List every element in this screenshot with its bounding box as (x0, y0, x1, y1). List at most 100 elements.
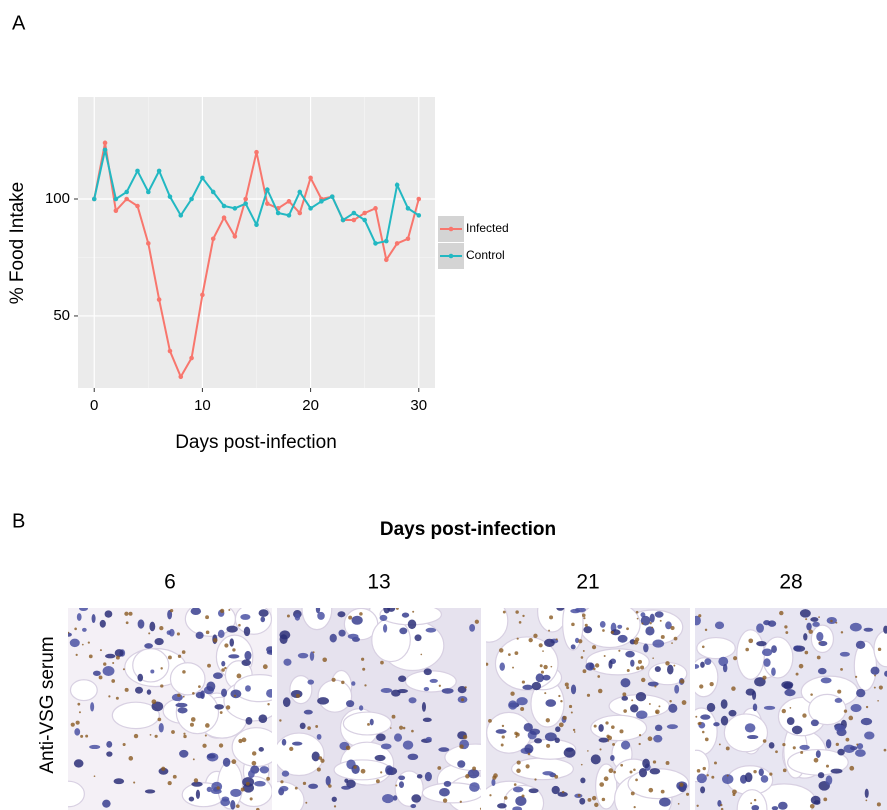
nucleus (810, 719, 819, 727)
stain (873, 686, 876, 689)
nucleus (438, 788, 450, 797)
nucleus (665, 621, 672, 630)
fat-cell (736, 789, 768, 810)
nucleus (337, 611, 346, 618)
nucleus (555, 726, 561, 733)
stain (877, 699, 879, 702)
nucleus (645, 626, 655, 636)
nucleus (864, 731, 875, 740)
data-point (113, 196, 119, 202)
stain (305, 801, 308, 804)
stain (77, 702, 81, 706)
stain (681, 700, 687, 705)
stain (651, 626, 654, 629)
nucleus (722, 663, 728, 673)
fat-cell (132, 648, 170, 683)
stain (169, 608, 174, 613)
stain (99, 649, 102, 652)
stain (486, 662, 489, 666)
nucleus (652, 639, 665, 648)
nucleus (392, 795, 398, 801)
stain (679, 679, 685, 684)
nucleus (245, 685, 251, 692)
x-tick-label: 30 (410, 397, 427, 414)
data-point (416, 196, 422, 202)
nucleus (414, 634, 422, 642)
stain (818, 641, 821, 644)
stain (510, 691, 515, 696)
stain (669, 700, 672, 703)
nucleus (104, 610, 113, 618)
x-tick-label: 0 (90, 397, 98, 414)
stain (825, 764, 829, 768)
nucleus (421, 702, 427, 712)
nucleus (226, 625, 238, 633)
nucleus (554, 737, 560, 744)
stain (599, 748, 602, 751)
data-point (351, 210, 357, 216)
nucleus (399, 627, 408, 635)
nucleus (358, 705, 364, 711)
nucleus (653, 734, 663, 743)
nucleus (423, 686, 430, 692)
stain (874, 674, 876, 677)
stain (637, 659, 642, 664)
stain (606, 734, 610, 738)
nucleus (752, 703, 758, 712)
stain (124, 611, 129, 616)
data-point (200, 175, 205, 181)
data-point (178, 374, 184, 380)
nucleus (351, 615, 363, 625)
stain (641, 677, 646, 683)
stain (748, 638, 754, 644)
stain (124, 687, 129, 692)
nucleus (870, 666, 880, 675)
nucleus (806, 622, 812, 631)
nucleus (243, 626, 251, 637)
nucleus (391, 689, 401, 697)
nucleus (206, 681, 216, 692)
stain (597, 675, 601, 678)
stain (877, 647, 882, 652)
stain (779, 610, 784, 616)
data-point (124, 189, 129, 195)
nucleus (534, 738, 542, 744)
nucleus (191, 781, 203, 787)
stain (568, 704, 573, 709)
nucleus (229, 638, 235, 647)
stain (501, 735, 505, 739)
stain (515, 732, 520, 737)
fat-cell (68, 780, 85, 808)
stain (182, 695, 185, 698)
data-point (146, 189, 151, 195)
stain (220, 608, 225, 614)
nucleus (756, 641, 767, 647)
stain (380, 771, 383, 774)
stain (238, 738, 243, 744)
nucleus (407, 619, 417, 630)
stain (699, 684, 704, 689)
stain (177, 654, 182, 658)
stain (488, 718, 492, 723)
stain (648, 787, 654, 793)
nucleus (150, 669, 155, 674)
stain (823, 797, 828, 802)
nucleus (542, 674, 551, 681)
nucleus (621, 695, 628, 701)
stain (698, 614, 702, 618)
nucleus (206, 786, 213, 793)
nucleus (850, 704, 862, 713)
stain (582, 613, 586, 618)
stain (320, 758, 325, 763)
stain (527, 752, 531, 756)
nucleus (720, 715, 729, 726)
stain (267, 703, 270, 706)
nucleus (791, 725, 803, 735)
nucleus (508, 700, 518, 710)
data-point (362, 217, 367, 223)
stain (522, 614, 525, 618)
nucleus (282, 697, 291, 708)
nucleus (387, 608, 396, 612)
stain (172, 774, 177, 779)
